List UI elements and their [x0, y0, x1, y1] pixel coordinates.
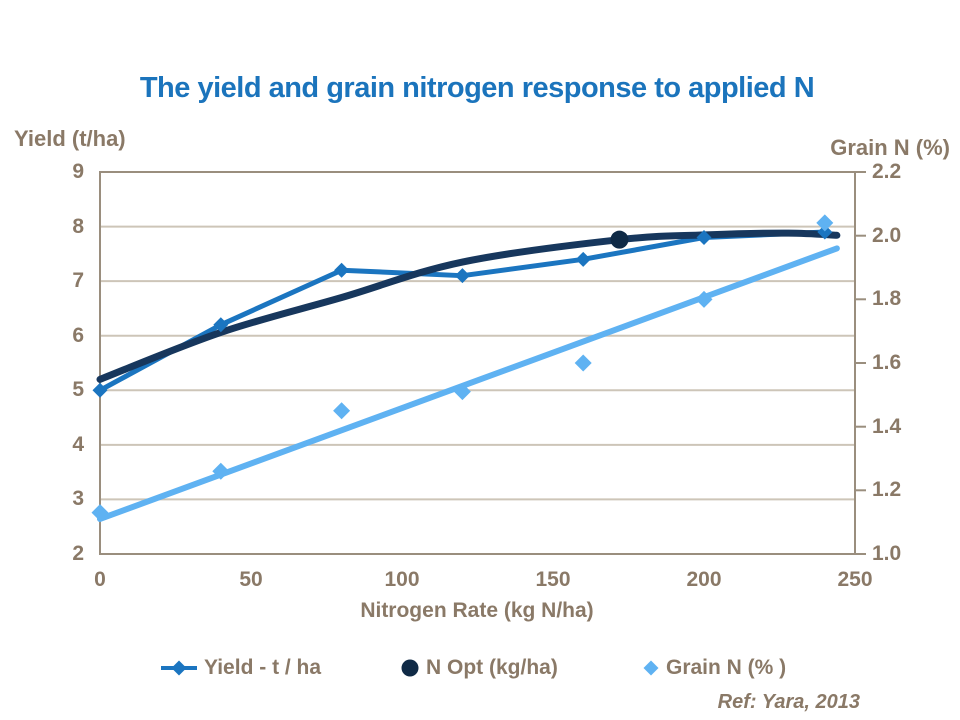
data-point-diamond [213, 317, 229, 333]
n-opt-circle-icon [401, 659, 419, 677]
x-axis-tick-label: 100 [384, 568, 420, 591]
data-point-diamond [816, 214, 834, 232]
legend-item-grain-n: Grain N (% ) [642, 656, 786, 680]
data-point-diamond [92, 382, 108, 398]
left-axis-tick-label: 5 [72, 378, 84, 401]
data-point-diamond [696, 229, 712, 245]
data-point-diamond [334, 262, 350, 278]
legend-item-n-opt: N Opt (kg/ha) [400, 656, 558, 680]
legend-label-grain-n: Grain N (% ) [666, 656, 787, 679]
x-axis-tick-label: 150 [535, 568, 571, 591]
data-point-diamond [212, 462, 230, 480]
data-point-diamond [453, 383, 471, 401]
legend-item-yield: Yield - t / ha [160, 656, 321, 680]
series-layer [91, 214, 841, 522]
yield-line-diamond-icon [161, 660, 197, 676]
series-line [97, 229, 828, 393]
gridlines [100, 225, 855, 501]
data-point-circle [610, 230, 629, 249]
reference-note: Ref: Yara, 2013 [717, 691, 860, 713]
data-point-diamond [454, 268, 470, 284]
plot-border [99, 171, 856, 555]
right-axis-tick-label: 2.0 [872, 224, 902, 247]
x-axis-title: Nitrogen Rate (kg N/ha) [360, 599, 594, 622]
right-axis-tick-label: 1.2 [872, 478, 902, 501]
right-axis-tick-marks [855, 171, 866, 555]
x-axis-tick-label: 50 [239, 568, 263, 591]
left-axis-tick-label: 4 [72, 433, 84, 456]
data-point-diamond [91, 504, 109, 522]
data-point-diamond [333, 402, 351, 420]
left-axis-tick-label: 3 [72, 487, 84, 510]
x-axis-tick-label: 0 [94, 568, 106, 591]
right-axis-tick-label: 1.8 [872, 287, 902, 310]
right-axis-tick-label: 1.6 [872, 351, 902, 374]
data-point-diamond [817, 224, 833, 240]
series-line [97, 245, 840, 522]
left-axis-tick-label: 2 [72, 542, 84, 565]
data-point-diamond [695, 290, 713, 308]
right-axis-tick-label: 1.0 [872, 542, 902, 565]
x-axis-tick-label: 200 [686, 568, 722, 591]
data-point-diamond [575, 251, 591, 267]
right-axis-title: Grain N (%) [830, 135, 950, 160]
right-axis-tick-label: 2.2 [872, 160, 902, 183]
left-axis-tick-label: 6 [72, 324, 84, 347]
left-axis-title: Yield (t/ha) [14, 126, 126, 151]
x-axis-tick-label: 250 [837, 568, 873, 591]
left-axis-tick-label: 9 [72, 160, 84, 183]
left-axis-tick-label: 8 [72, 215, 84, 238]
chart-title: The yield and grain nitrogen response to… [139, 72, 815, 104]
legend-label-yield: Yield - t / ha [204, 656, 322, 679]
series-line [96, 229, 841, 383]
data-point-diamond [574, 354, 592, 372]
right-axis-tick-label: 1.4 [872, 415, 902, 438]
left-axis-tick-label: 7 [72, 269, 84, 292]
grain-n-diamond-icon [643, 660, 659, 676]
legend-label-n-opt: N Opt (kg/ha) [426, 656, 558, 679]
